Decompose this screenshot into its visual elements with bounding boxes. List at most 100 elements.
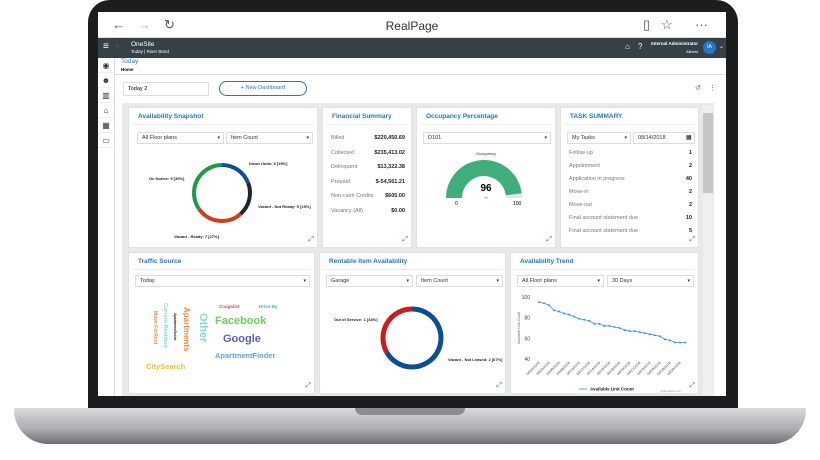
dashboard-icon[interactable]: ◉ (98, 58, 114, 73)
summary-row: Billed $220,450.69 (331, 135, 405, 141)
gauge-fill (446, 160, 522, 198)
building-icon[interactable]: ▥ (98, 88, 114, 103)
range-select[interactable]: 30 Days (607, 275, 694, 287)
expand-icon[interactable]: ⤢ (402, 236, 408, 243)
screen: ← → ↻ RealPage ▯ ☆ ··· ≡ ⁖ OneSite Today… (98, 12, 726, 396)
reports-icon[interactable]: ▦ (98, 118, 114, 133)
chevron-down-icon[interactable]: ⌄ (718, 44, 724, 50)
expand-icon[interactable]: ⤢ (305, 382, 311, 389)
widget-title: Rentable Item Availability (323, 253, 502, 270)
app-header: ≡ ⁖ OneSite Today | River Bend ⌂ ? Inter… (98, 38, 726, 58)
summary-row: Application in progress 40 (569, 176, 692, 182)
favorite-star-icon[interactable]: ☆ (661, 17, 673, 32)
donut-slice (380, 306, 413, 354)
row-value: 2 (688, 163, 692, 169)
occupancy-widget: Occupancy Percentage D101 Occupancy 96 %… (416, 107, 556, 248)
measure-select[interactable]: Item Count (226, 132, 313, 144)
item-type-select[interactable]: Garage (326, 275, 413, 287)
slice-label: Down Units: 5 [19%] (249, 161, 288, 166)
row-label: Move-in (569, 189, 589, 195)
expand-icon[interactable]: ⤢ (689, 236, 695, 243)
home-nav-icon[interactable]: ⌂ (98, 103, 114, 118)
occupancy-gauge (446, 160, 522, 198)
measure-select[interactable]: Item Count (416, 275, 503, 287)
page-title[interactable]: Today (121, 58, 139, 65)
gauge-unit: % (484, 195, 488, 200)
kebab-menu-icon[interactable]: ⋮ (709, 85, 716, 92)
unit-select[interactable]: D101 (423, 132, 551, 144)
home-icon[interactable]: ⌂ (625, 42, 630, 51)
breadcrumb: Today Home (115, 58, 726, 75)
data-point (643, 332, 646, 335)
expand-icon[interactable]: ⤢ (546, 236, 552, 243)
help-icon[interactable]: ? (638, 42, 643, 51)
scrollbar[interactable] (703, 105, 713, 395)
gauge-max: 100 (513, 201, 522, 207)
date-field[interactable]: 08/14/2018 (633, 132, 695, 144)
widget-title: Traffic Source (132, 253, 311, 270)
chart-credit: highcharts.com (661, 389, 682, 393)
row-value: $235,413.02 (374, 149, 405, 156)
back-icon[interactable]: ← (112, 17, 125, 32)
row-label: Billed (331, 135, 345, 141)
refresh-icon[interactable]: ↻ (164, 17, 175, 32)
row-label: Vacancy (All) (331, 207, 363, 214)
data-point (573, 315, 576, 318)
menu-icon[interactable]: ≡ (103, 41, 109, 52)
laptop-notch (355, 408, 465, 415)
donut-slice (239, 182, 252, 216)
more-icon[interactable]: ··· (695, 17, 708, 32)
data-point (684, 341, 686, 344)
data-point (578, 317, 581, 320)
onesite-logo-icon: ⁖ (115, 43, 120, 50)
monitor-icon[interactable]: ▭ (98, 133, 114, 148)
reading-view-icon[interactable]: ▯ (643, 17, 651, 32)
row-value: $0.00 (391, 207, 405, 214)
widget-title: TASK SUMMARY (564, 108, 695, 125)
row-label: Application in progress (569, 176, 625, 182)
summary-row: Move-in 2 (569, 189, 692, 195)
undo-icon[interactable]: ↺ (695, 85, 701, 92)
availability-snapshot-widget: Availability Snapshot All Floor plans It… (128, 107, 318, 248)
tasks-select[interactable]: My Tasks (567, 132, 631, 144)
data-point (613, 325, 616, 328)
dashboard-select[interactable]: Today 2 (123, 82, 209, 96)
word: Move ForRent (152, 311, 158, 345)
data-point (593, 322, 596, 325)
avatar[interactable]: IA (703, 41, 716, 54)
slice-label: Out of Service: 1 [33%] (334, 317, 378, 322)
people-icon[interactable]: ☻ (98, 73, 114, 88)
row-label: Non-cash Credits (331, 193, 374, 199)
data-point (588, 319, 591, 322)
app-name: OneSite (131, 41, 155, 48)
row-label: Collected (331, 149, 354, 156)
expand-icon[interactable]: ⤢ (308, 236, 314, 243)
floorplan-select[interactable]: All Floor plans (137, 132, 224, 144)
gauge-value: 96 (480, 183, 492, 194)
summary-row: Delinquent $13,322.38 (331, 164, 405, 170)
browser-title: RealPage (385, 19, 439, 33)
data-point (673, 341, 676, 344)
floorplan-select[interactable]: All Floor plans (517, 275, 604, 287)
property-selector[interactable]: Today | River Bend (131, 49, 169, 54)
data-point (583, 318, 586, 321)
dashboard: Today 2 + New Dashboard ↺ ⋮ Availability… (115, 75, 726, 396)
expand-icon[interactable]: ⤢ (689, 382, 695, 389)
new-dashboard-button[interactable]: + New Dashboard (219, 81, 307, 96)
y-tick-label: 100 (522, 295, 531, 301)
row-value: 2 (688, 202, 692, 208)
widget-title: Financial Summary (326, 108, 408, 125)
slice-label: Vacant - Ready: 7 [27%] (174, 234, 219, 239)
expand-icon[interactable]: ⤢ (496, 382, 502, 389)
period-select[interactable]: Today (135, 275, 310, 287)
donut-slice (197, 207, 242, 223)
row-value: 5 (688, 228, 692, 234)
forward-icon[interactable]: → (138, 17, 151, 32)
row-label: Delinquent (331, 164, 358, 170)
breadcrumb-home[interactable]: Home (121, 67, 134, 72)
calendar-icon[interactable]: ▦ (686, 135, 692, 141)
data-point (633, 330, 636, 333)
y-tick-label: 60 (524, 336, 530, 342)
summary-row: Vacancy (All) $0.00 (331, 208, 405, 214)
